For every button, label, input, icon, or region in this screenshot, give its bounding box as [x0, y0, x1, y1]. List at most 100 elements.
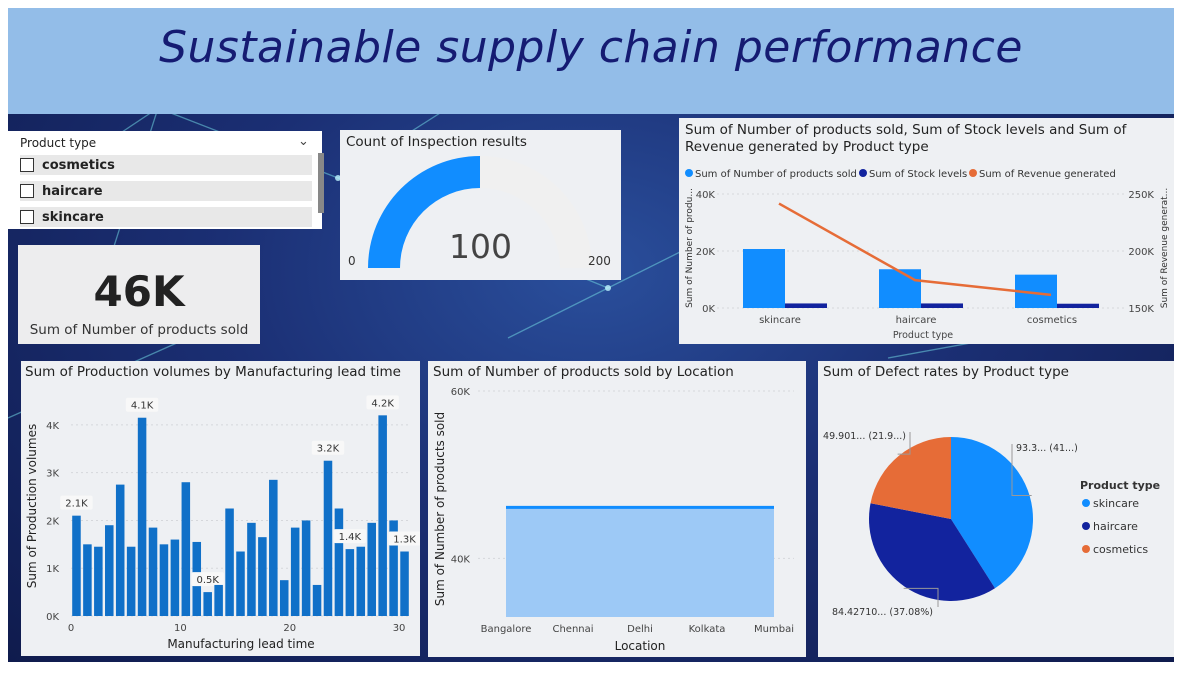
x-tick: cosmetics — [1027, 315, 1077, 326]
dashboard-title: Sustainable supply chain performance — [159, 22, 1023, 73]
pie-slice-haircare — [869, 503, 995, 601]
combo-chart-panel[interactable]: Sum of Number of products sold, Sum of S… — [679, 118, 1174, 344]
x-tick: Kolkata — [689, 624, 726, 635]
y-right-tick: 200K — [1128, 247, 1154, 258]
x-axis-label: Product type — [893, 330, 953, 341]
legend-marker — [685, 169, 693, 177]
gauge-graphic — [368, 156, 592, 268]
y-tick: 40K — [451, 554, 471, 565]
production-bar — [389, 520, 398, 616]
legend-marker — [969, 169, 977, 177]
y-left-tick: 20K — [696, 247, 716, 258]
y-axis-label: Sum of Number of products sold — [433, 412, 447, 606]
y-axis-label: Sum of Production volumes — [25, 424, 39, 588]
slicer-item-haircare[interactable]: haircare — [20, 181, 312, 201]
gauge-title: Count of Inspection results — [346, 134, 527, 150]
pie-legend-title: Product type — [1080, 479, 1160, 492]
title-banner: Sustainable supply chain performance — [8, 8, 1174, 114]
production-bar-panel[interactable]: Sum of Production volumes by Manufacturi… — [21, 361, 420, 656]
y-right-tick: 150K — [1128, 304, 1154, 315]
y-tick: 1K — [46, 564, 59, 575]
slicer-item-skincare[interactable]: skincare — [20, 207, 312, 227]
data-label: 0.5K — [196, 575, 219, 586]
leader-line — [1011, 444, 1032, 497]
data-label: 2.1K — [65, 499, 88, 510]
y-left-tick: 40K — [696, 190, 716, 201]
data-label-bg — [60, 495, 93, 510]
inspection-gauge[interactable]: Count of Inspection results 100 0 200 — [340, 130, 621, 280]
checkbox[interactable] — [20, 210, 34, 224]
data-label-bg — [366, 395, 399, 410]
data-label: 1.4K — [339, 532, 362, 543]
defect-pie-chart: 93.3... (41...) 84.42710... (37.08%) 49.90… — [823, 431, 1160, 618]
bar-products-sold — [879, 269, 921, 308]
production-bar — [258, 537, 267, 616]
legend-marker — [1082, 522, 1090, 530]
production-bar — [334, 508, 344, 616]
checkbox[interactable] — [20, 184, 34, 198]
production-bar — [137, 417, 147, 616]
leader-line — [897, 432, 911, 455]
production-bar — [225, 508, 234, 616]
y-left-label: Sum of Number of produ... — [685, 188, 695, 308]
production-bar — [400, 551, 409, 616]
production-bar — [170, 539, 180, 616]
legend-marker — [1082, 499, 1090, 507]
production-bar-chart: 0K 1K 2K 3K 4K 0 10 20 30 2.1K 4.1K 0.5K 3.2K 1.4K 4.2… — [25, 395, 420, 651]
data-label: 3.2K — [317, 444, 340, 455]
production-bar — [236, 551, 245, 616]
pie-data-label: 49.901... (21.9...) — [823, 431, 906, 442]
y-tick: 2K — [46, 516, 59, 527]
y-left-tick: 0K — [702, 304, 715, 315]
slicer-item-cosmetics[interactable]: cosmetics — [20, 155, 312, 175]
chevron-down-icon[interactable]: ⌄ — [298, 134, 309, 149]
production-bar — [159, 544, 169, 616]
legend-marker — [1082, 545, 1090, 553]
production-bar — [312, 584, 322, 616]
checkbox[interactable] — [20, 158, 34, 172]
x-tick: skincare — [759, 315, 801, 326]
production-bar — [367, 522, 376, 616]
production-bar — [323, 460, 333, 616]
y-tick: 60K — [451, 387, 471, 398]
production-bar — [214, 584, 223, 616]
bar-products-sold — [743, 249, 785, 308]
slicer-header: Product type — [20, 136, 97, 150]
x-tick: 10 — [174, 623, 187, 634]
pie-slice-cosmetics — [870, 437, 951, 519]
production-bar — [345, 549, 355, 616]
pie-data-label: 84.42710... (37.08%) — [832, 607, 933, 618]
x-tick: 30 — [393, 623, 406, 634]
x-axis-label: Location — [615, 639, 666, 653]
location-area-panel[interactable]: Sum of Number of products sold by Locati… — [428, 361, 806, 657]
production-bar — [115, 484, 125, 616]
y-tick: 3K — [46, 469, 59, 480]
legend-label: haircare — [1093, 520, 1138, 533]
production-bar — [148, 527, 158, 616]
legend-marker — [859, 169, 867, 177]
x-tick: haircare — [896, 315, 937, 326]
y-right-tick: 250K — [1128, 190, 1154, 201]
x-tick: 20 — [283, 623, 296, 634]
production-bar — [301, 520, 311, 616]
production-bar — [269, 479, 278, 616]
slicer-scrollbar[interactable] — [318, 153, 324, 213]
defect-pie-panel[interactable]: Sum of Defect rates by Product type 93.3… — [818, 361, 1174, 657]
data-label-bg — [333, 529, 367, 544]
production-bar — [356, 546, 366, 616]
x-tick: 0 — [68, 623, 74, 634]
data-label-bg — [125, 397, 159, 412]
data-label: 4.2K — [371, 398, 394, 409]
y-right-label: Sum of Revenue generat... — [1160, 188, 1170, 308]
production-bar — [83, 544, 92, 616]
slicer-item-label: haircare — [42, 183, 103, 199]
slicer-item-label: skincare — [42, 209, 104, 225]
pie-title: Sum of Defect rates by Product type — [823, 364, 1069, 380]
x-axis-label: Manufacturing lead time — [167, 637, 314, 651]
production-bar — [203, 592, 212, 616]
data-label-bg — [388, 531, 420, 546]
slicer-item-label: cosmetics — [42, 157, 115, 173]
card-value: 46K — [93, 267, 185, 316]
product-type-slicer[interactable]: Product type ⌄ cosmetics haircare skinca… — [8, 131, 324, 229]
production-bar — [105, 525, 114, 616]
